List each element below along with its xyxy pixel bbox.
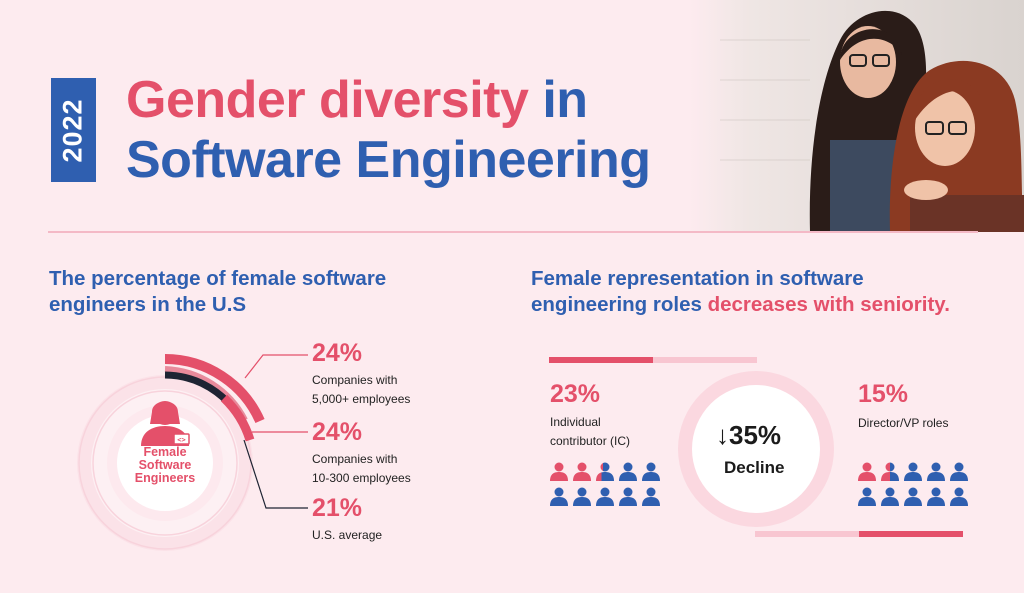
right-section-title: Female representation in software engine… bbox=[531, 266, 950, 318]
stat-desc-10-300-line2: 10-300 employees bbox=[312, 471, 411, 485]
year-badge: 2022 bbox=[51, 78, 96, 182]
title-red: Gender diversity bbox=[126, 71, 529, 129]
director-desc: Director/VP roles bbox=[858, 416, 949, 430]
decline-value: ↓35% bbox=[716, 420, 781, 451]
stat-desc-us: U.S. average bbox=[312, 528, 383, 542]
director-person-icon bbox=[881, 487, 899, 506]
female-engineer-icon: <> bbox=[141, 401, 190, 446]
ic-person-icon bbox=[596, 487, 614, 506]
director-percent: 15% bbox=[858, 380, 909, 408]
label-line3: Engineers bbox=[134, 471, 196, 485]
ic-person-icon bbox=[642, 487, 660, 506]
director-person-icon bbox=[927, 487, 945, 506]
ic-person-icon bbox=[573, 462, 591, 481]
director-person-icon bbox=[950, 462, 968, 481]
ic-desc: Individual contributor (IC) bbox=[550, 413, 630, 451]
director-person-icon bbox=[858, 462, 876, 481]
svg-text:<>: <> bbox=[177, 436, 185, 444]
stat-desc-10-300-line1: Companies with bbox=[312, 452, 398, 466]
arc-5000-employees bbox=[164, 354, 265, 424]
female-engineers-diagram: <> bbox=[77, 354, 308, 551]
director-person-icon bbox=[881, 462, 899, 481]
director-person-icon bbox=[904, 462, 922, 481]
title-in: in bbox=[528, 71, 588, 129]
ic-desc-line1: Individual bbox=[550, 415, 601, 429]
right-title-line2-blue: engineering roles bbox=[531, 293, 708, 316]
page-title: Gender diversity in Software Engineering bbox=[126, 70, 651, 190]
stat-percent-us: 21% bbox=[312, 494, 363, 522]
director-person-icon bbox=[927, 462, 945, 481]
ic-person-icon bbox=[642, 462, 660, 481]
ic-person-icon bbox=[550, 462, 568, 481]
stat-percent-5000: 24% bbox=[312, 339, 363, 367]
stat-desc-5000: Companies with 5,000+ employees bbox=[312, 371, 410, 409]
divider bbox=[48, 231, 978, 233]
ic-person-icon bbox=[573, 487, 591, 506]
hero-photo bbox=[690, 0, 1024, 232]
right-title-line2-red: decreases with seniority. bbox=[707, 293, 950, 316]
year-text: 2022 bbox=[58, 97, 89, 163]
left-title-line1: The percentage of female software bbox=[49, 267, 387, 290]
female-engineers-label: Female Software Engineers bbox=[120, 446, 210, 485]
decline-percent: 35% bbox=[729, 420, 782, 450]
decline-label: Decline bbox=[724, 458, 785, 477]
ic-person-icon bbox=[619, 487, 637, 506]
director-bar-red bbox=[859, 531, 963, 537]
ic-person-icon bbox=[550, 487, 568, 506]
connector-1 bbox=[244, 354, 308, 379]
title-line2: Software Engineering bbox=[126, 131, 651, 189]
ic-bar-pink bbox=[653, 357, 757, 363]
director-person-icon bbox=[904, 487, 922, 506]
ic-bar-red bbox=[549, 357, 653, 363]
ic-desc-line2: contributor (IC) bbox=[550, 434, 631, 448]
right-title-line1: Female representation in software bbox=[531, 267, 864, 290]
label-line2: Software bbox=[138, 458, 192, 472]
left-title-line2: engineers in the U.S bbox=[49, 293, 247, 316]
ic-person-icon bbox=[619, 462, 637, 481]
stat-desc-5000-line2: 5,000+ employees bbox=[312, 392, 411, 406]
director-bar-pink bbox=[755, 531, 859, 537]
connector-3 bbox=[243, 439, 308, 509]
director-person-icon bbox=[950, 487, 968, 506]
director-person-icon bbox=[858, 487, 876, 506]
ic-people-grid bbox=[550, 462, 660, 506]
down-arrow-icon: ↓ bbox=[716, 420, 729, 450]
decline-circle bbox=[678, 371, 834, 527]
stat-desc-10-300: Companies with 10-300 employees bbox=[312, 450, 411, 488]
ic-person-icon bbox=[596, 462, 614, 481]
left-section-title: The percentage of female software engine… bbox=[49, 266, 386, 318]
stat-percent-10-300: 24% bbox=[312, 418, 363, 446]
stat-desc-5000-line1: Companies with bbox=[312, 373, 398, 387]
label-line1: Female bbox=[143, 445, 187, 459]
ic-percent: 23% bbox=[550, 380, 601, 408]
director-people-grid bbox=[858, 462, 968, 506]
